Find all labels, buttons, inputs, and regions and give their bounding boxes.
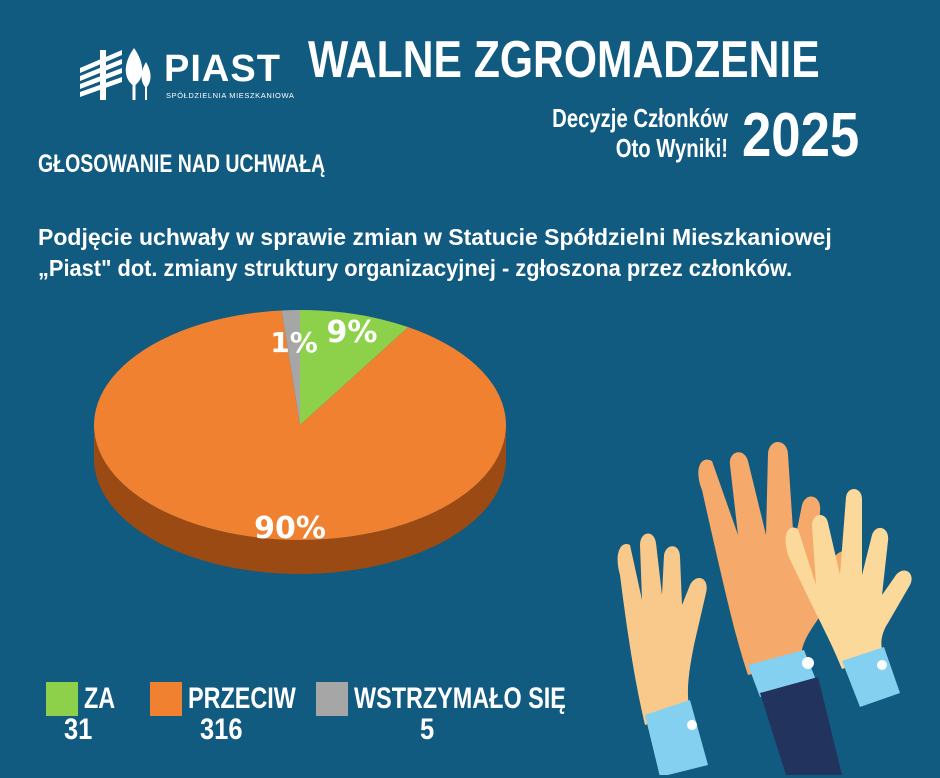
- pie-side-przeciw: [94, 425, 506, 574]
- subtitle-line-2: Oto Wyniki!: [615, 133, 728, 163]
- legend-swatch-za: [46, 682, 78, 716]
- legend-label-za: ZA: [84, 682, 116, 715]
- pie-slice-za: [300, 310, 409, 425]
- pie-slice-przeciw: [94, 310, 507, 540]
- page-subtitle: Decyzje Członków Oto Wyniki!: [470, 103, 728, 163]
- legend-label-wstrzymalo: WSTRZYMAŁO SIĘ: [354, 682, 566, 715]
- legend-value-wstrzymalo: 5: [420, 713, 435, 746]
- piast-logo: PIAST SPÓŁDZIELNIA MIESZKANIOWA: [76, 42, 294, 106]
- subtitle-line-1: Decyzje Członków: [552, 103, 728, 133]
- building-tree-logo-icon: [80, 48, 151, 100]
- question-line-2: „Piast" dot. zmiany struktury organizacy…: [38, 255, 793, 281]
- pie-label-przeciw: 90%: [254, 511, 326, 546]
- legend-label-przeciw: PRZECIW: [188, 682, 296, 715]
- year-label: 2025: [742, 101, 860, 170]
- pie-label-za: 9%: [327, 315, 378, 350]
- hand-middle-icon: [698, 441, 855, 775]
- raised-hands-illustration: [617, 441, 912, 775]
- legend-value-za: 31: [64, 713, 93, 746]
- hand-left-icon: [617, 533, 708, 775]
- section-title: GŁOSOWANIE NAD UCHWAŁĄ: [38, 150, 326, 178]
- resolution-question: Podjęcie uchwały w sprawie zmian w Statu…: [38, 222, 900, 284]
- question-line-1: Podjęcie uchwały w sprawie zmian w Statu…: [38, 224, 832, 250]
- hand-right-icon: [785, 488, 912, 707]
- legend-swatch-przeciw: [150, 682, 182, 716]
- logo-brand-name: PIAST: [164, 48, 281, 90]
- pie-slice-wstrzymaosi: [281, 310, 300, 425]
- vote-pie-chart: 9% 90% 1%: [94, 310, 507, 574]
- logo-subtitle: SPÓŁDZIELNIA MIESZKANIOWA: [166, 91, 295, 100]
- legend-value-przeciw: 316: [200, 713, 243, 746]
- pie-label-wstrzymaosi: 1%: [270, 326, 318, 359]
- legend-swatch-wstrzymalo: [316, 682, 348, 716]
- page-title: WALNE ZGROMADZENIE: [308, 31, 820, 89]
